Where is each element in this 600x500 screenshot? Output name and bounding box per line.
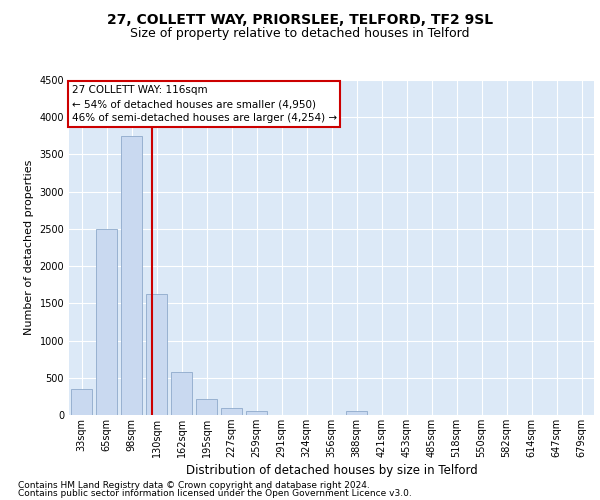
Text: Size of property relative to detached houses in Telford: Size of property relative to detached ho…: [130, 28, 470, 40]
Bar: [346, 411, 367, 415]
Text: 27 COLLETT WAY: 116sqm
← 54% of detached houses are smaller (4,950)
46% of semi-: 27 COLLETT WAY: 116sqm ← 54% of detached…: [71, 85, 337, 123]
Text: Contains HM Land Registry data © Crown copyright and database right 2024.: Contains HM Land Registry data © Crown c…: [18, 480, 370, 490]
Y-axis label: Number of detached properties: Number of detached properties: [24, 160, 34, 335]
X-axis label: Distribution of detached houses by size in Telford: Distribution of detached houses by size …: [185, 464, 478, 477]
Bar: [121, 136, 142, 415]
Bar: [71, 389, 92, 415]
Bar: [96, 229, 117, 415]
Text: Contains public sector information licensed under the Open Government Licence v3: Contains public sector information licen…: [18, 489, 412, 498]
Bar: [146, 294, 167, 415]
Bar: [171, 372, 192, 415]
Text: 27, COLLETT WAY, PRIORSLEE, TELFORD, TF2 9SL: 27, COLLETT WAY, PRIORSLEE, TELFORD, TF2…: [107, 12, 493, 26]
Bar: [221, 408, 242, 415]
Bar: [196, 398, 217, 415]
Bar: [246, 411, 267, 415]
